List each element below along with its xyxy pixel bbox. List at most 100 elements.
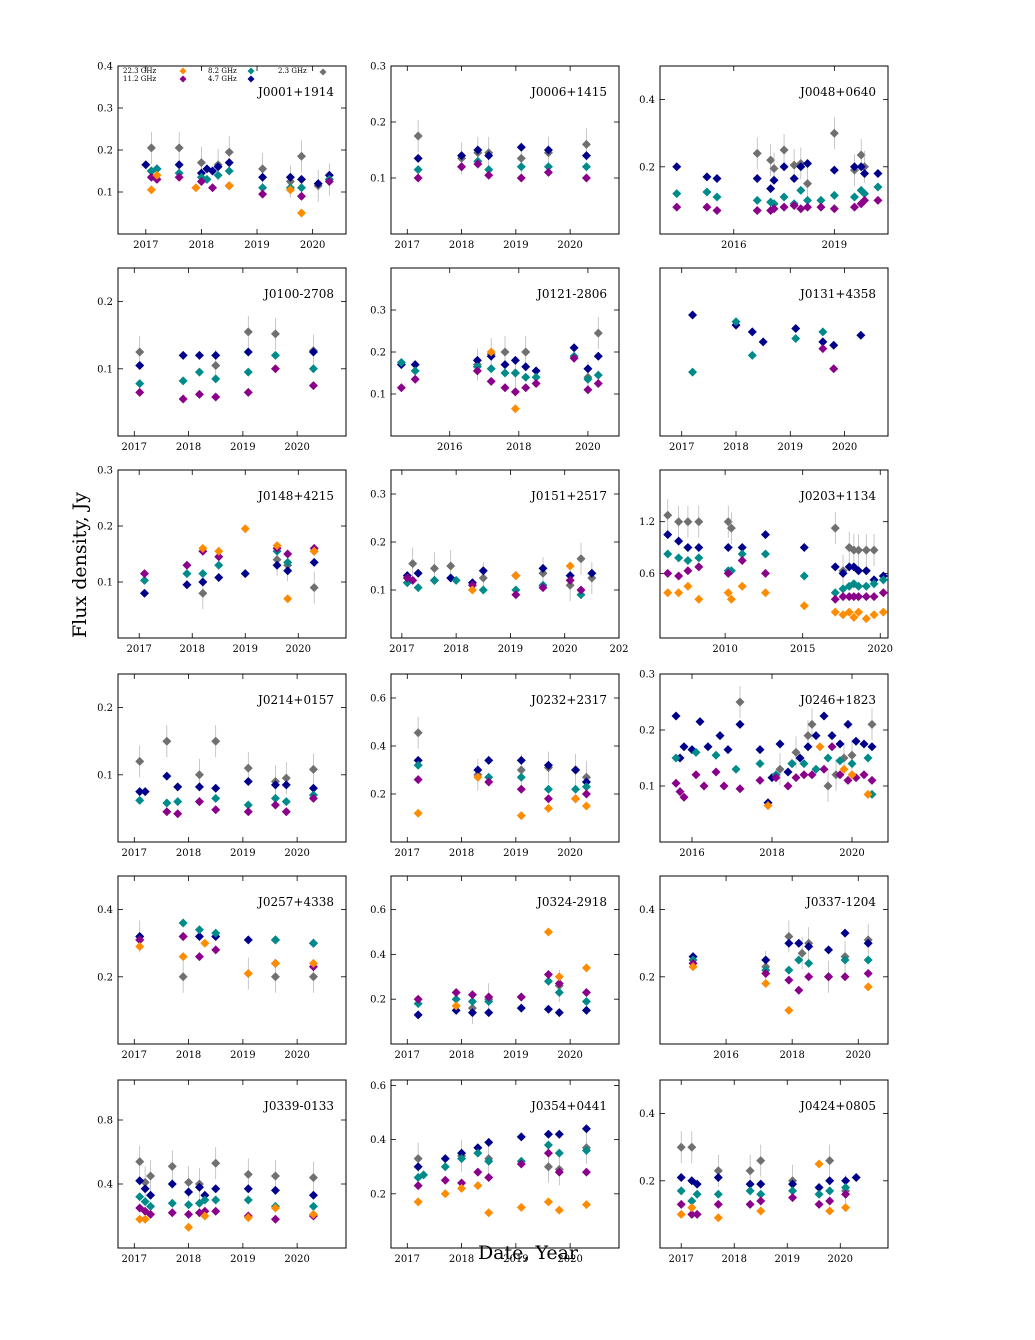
data-point: [413, 728, 423, 738]
data-point: [756, 1156, 766, 1166]
data-point: [723, 517, 733, 527]
data-point: [841, 1183, 851, 1193]
data-point: [473, 765, 483, 775]
data-point: [847, 750, 857, 760]
data-point: [440, 1189, 450, 1199]
data-point: [531, 366, 541, 376]
data-point: [135, 1192, 145, 1202]
data-point: [799, 770, 809, 780]
source-name: J0001+1914: [256, 85, 334, 99]
data-point: [779, 145, 789, 155]
data-point: [713, 1213, 723, 1223]
data-point: [413, 1197, 423, 1207]
data-point: [484, 1008, 494, 1018]
data-point: [531, 379, 541, 388]
x-tick-label: 2019: [503, 240, 528, 251]
panel-j0151-2517: 2017 2018 2019 2020 202 0.1 0.2 0.3 J0151+2517: [370, 469, 629, 655]
data-point: [178, 972, 188, 982]
data-point: [861, 592, 871, 602]
data-point: [281, 773, 291, 783]
y-tick-label: 0.3: [97, 466, 113, 477]
data-point: [735, 784, 745, 794]
data-point: [167, 1198, 177, 1208]
data-point: [873, 195, 883, 205]
data-point: [413, 1181, 423, 1191]
data-point: [224, 158, 234, 168]
panel-j0121-2806: 2016 2018 2020 0.1 0.2 0.3 J0121-2806: [370, 267, 620, 453]
data-point: [211, 1206, 221, 1216]
y-tick-label: 0.4: [370, 1135, 386, 1146]
data-point: [283, 557, 293, 567]
data-point: [554, 979, 564, 989]
data-point: [178, 350, 188, 360]
x-tick-label: 2019: [775, 1254, 800, 1265]
data-point: [211, 350, 221, 360]
data-point: [473, 1181, 483, 1191]
data-point: [713, 1166, 723, 1176]
source-name: J0424+0805: [798, 1099, 876, 1113]
data-point: [410, 366, 420, 376]
data-point: [211, 793, 221, 803]
data-point: [784, 965, 794, 975]
data-point: [839, 764, 849, 774]
legend-marker: [179, 75, 187, 83]
data-point: [571, 794, 581, 804]
data-point: [413, 1010, 423, 1020]
data-point: [243, 763, 253, 773]
data-point: [745, 1166, 755, 1176]
x-tick-label: 2018: [759, 848, 784, 859]
x-tick-label: 2018: [443, 644, 468, 655]
data-point: [324, 177, 334, 186]
data-point: [863, 955, 873, 965]
data-point: [581, 996, 591, 1006]
data-point: [182, 560, 192, 570]
data-point: [829, 165, 839, 175]
data-point: [683, 517, 693, 527]
data-point: [713, 1172, 723, 1182]
data-point: [309, 546, 319, 556]
panel-j0203-1134: 2010 2015 2020 0.6 1.2 J0203+1134: [639, 469, 893, 655]
data-point: [576, 585, 586, 595]
data-point: [543, 784, 553, 794]
data-point: [516, 755, 526, 765]
x-tick-label: 2018: [722, 1254, 747, 1265]
data-point: [723, 745, 733, 755]
data-point: [184, 1177, 194, 1187]
data-point: [811, 764, 821, 774]
data-point: [794, 955, 804, 965]
data-point: [844, 562, 854, 572]
legend-marker: [247, 75, 255, 83]
x-tick-label: 2018: [449, 848, 474, 859]
data-point: [829, 204, 839, 214]
data-point: [486, 364, 496, 374]
data-point: [676, 1199, 686, 1209]
data-point: [410, 360, 420, 370]
data-point: [756, 1206, 766, 1216]
data-point: [554, 1167, 564, 1177]
data-point: [467, 585, 477, 595]
source-name: J0257+4338: [256, 895, 334, 909]
data-point: [214, 560, 224, 570]
data-point: [178, 376, 188, 386]
data-point: [804, 942, 814, 952]
data-point: [200, 1211, 210, 1221]
data-point: [135, 347, 145, 357]
x-tick-label: 2018: [180, 644, 205, 655]
data-point: [849, 612, 859, 622]
legend-label: 4.7 GHz: [208, 75, 237, 83]
data-point: [676, 1172, 686, 1182]
y-tick-label: 0.3: [370, 62, 386, 73]
data-point: [576, 554, 586, 564]
data-point: [787, 759, 797, 769]
data-point: [752, 148, 762, 158]
data-point: [791, 334, 801, 344]
data-point: [308, 783, 318, 793]
data-point: [194, 770, 204, 780]
data-point: [457, 151, 467, 161]
data-point: [467, 580, 477, 590]
data-point: [184, 1200, 194, 1210]
data-point: [576, 590, 586, 600]
data-point: [211, 1184, 221, 1194]
data-point: [272, 541, 282, 551]
data-point: [240, 569, 250, 579]
